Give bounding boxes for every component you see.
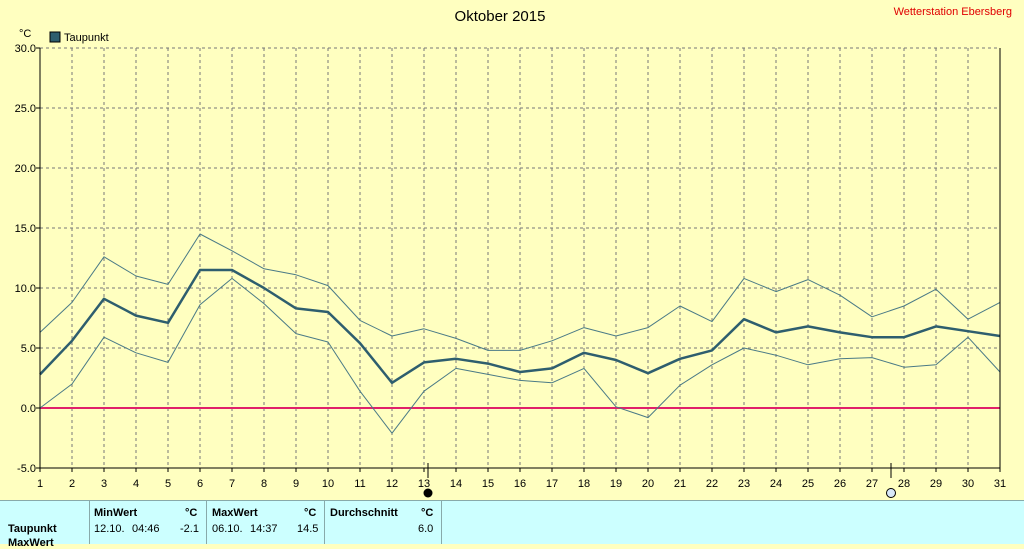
x-tick-label: 23 — [738, 478, 750, 490]
chart-title: Oktober 2015 — [455, 8, 546, 25]
station-name: Wetterstation Ebersberg — [893, 6, 1012, 18]
x-tick-label: 2 — [69, 478, 75, 490]
min-header: MinWert — [94, 507, 138, 519]
x-tick-label: 4 — [133, 478, 139, 490]
avg-unit: °C — [421, 507, 434, 519]
x-tick-label: 29 — [930, 478, 942, 490]
max-value: 14.5 — [297, 523, 319, 535]
min-date: 12.10. — [94, 523, 125, 535]
x-axis-ticks: 1 2 3 4 5 6 7 8 9 10 11 12 13 14 15 16 17 18 19 20 21 22 23 24 2… — [37, 468, 1006, 490]
full-moon-icon — [886, 488, 896, 498]
max-header: MaxWert — [212, 507, 258, 519]
table-divider — [441, 501, 442, 544]
x-tick-label: 14 — [450, 478, 462, 490]
max-time: 14:37 — [250, 523, 278, 535]
y-axis-ticks: 30.0 25.0 20.0 15.0 10.0 5.0 0.0 -5.0 — [15, 43, 40, 475]
x-tick-label: 20 — [642, 478, 654, 490]
avg-header: Durchschnitt — [330, 507, 398, 519]
x-tick-label: 18 — [578, 478, 590, 490]
x-tick-label: 3 — [101, 478, 107, 490]
x-tick-label: 11 — [354, 478, 365, 490]
legend-label: Taupunkt — [64, 32, 109, 44]
min-time: 04:46 — [132, 523, 160, 535]
series-lines — [39, 233, 1001, 434]
avg-value: 6.0 — [418, 523, 434, 535]
y-tick-label: 10.0 — [15, 283, 36, 295]
x-tick-label: 25 — [802, 478, 814, 490]
x-tick-label: 28 — [898, 478, 910, 490]
x-tick-label: 9 — [293, 478, 299, 490]
y-tick-label: 30.0 — [15, 43, 36, 55]
series-line-taupunkt — [39, 268, 1001, 385]
table-divider — [324, 501, 325, 544]
y-tick-label: 5.0 — [21, 343, 36, 355]
y-tick-label: 15.0 — [15, 223, 36, 235]
min-value: -2.1 — [180, 523, 199, 535]
y-tick-label: 20.0 — [15, 163, 36, 175]
x-tick-label: 27 — [866, 478, 878, 490]
max-unit: °C — [304, 507, 317, 519]
x-tick-label: 19 — [610, 478, 622, 490]
y-tick-label: 0.0 — [21, 403, 36, 415]
x-tick-label: 13 — [418, 478, 430, 490]
row-label: Taupunkt — [8, 523, 57, 535]
x-tick-label: 31 — [994, 478, 1006, 490]
min-unit: °C — [185, 507, 198, 519]
dewpoint-chart: Oktober 2015 °C Taupunkt 30.025.020.015.… — [15, 8, 1006, 498]
table-divider — [89, 501, 90, 544]
y-axis-unit: °C — [19, 28, 31, 40]
x-tick-label: 30 — [962, 478, 974, 490]
series-line-daily-max — [39, 233, 1001, 351]
new-moon-icon — [423, 488, 433, 498]
row-label-2: MaxWert — [8, 537, 54, 549]
x-tick-label: 26 — [834, 478, 846, 490]
x-tick-label: 21 — [674, 478, 686, 490]
max-date: 06.10. — [212, 523, 243, 535]
x-tick-label: 16 — [514, 478, 526, 490]
y-tick-label: -5.0 — [17, 463, 36, 475]
x-tick-label: 8 — [261, 478, 267, 490]
x-tick-label: 22 — [706, 478, 718, 490]
table-divider — [206, 501, 207, 544]
grid-lines — [40, 47, 1000, 469]
series-line-daily-min — [39, 277, 1001, 434]
x-tick-label: 7 — [229, 478, 235, 490]
legend-swatch — [49, 31, 61, 43]
x-tick-label: 10 — [322, 478, 334, 490]
x-tick-label: 12 — [386, 478, 398, 490]
y-tick-label: 25.0 — [15, 103, 36, 115]
x-tick-label: 6 — [197, 478, 203, 490]
stats-table: MinWert °C MaxWert °C Durchschnitt °C Ta… — [0, 500, 1024, 549]
x-tick-label: 5 — [165, 478, 171, 490]
x-tick-label: 17 — [546, 478, 558, 490]
x-tick-label: 1 — [37, 478, 43, 490]
x-tick-label: 15 — [482, 478, 494, 490]
x-tick-label: 24 — [770, 478, 782, 490]
